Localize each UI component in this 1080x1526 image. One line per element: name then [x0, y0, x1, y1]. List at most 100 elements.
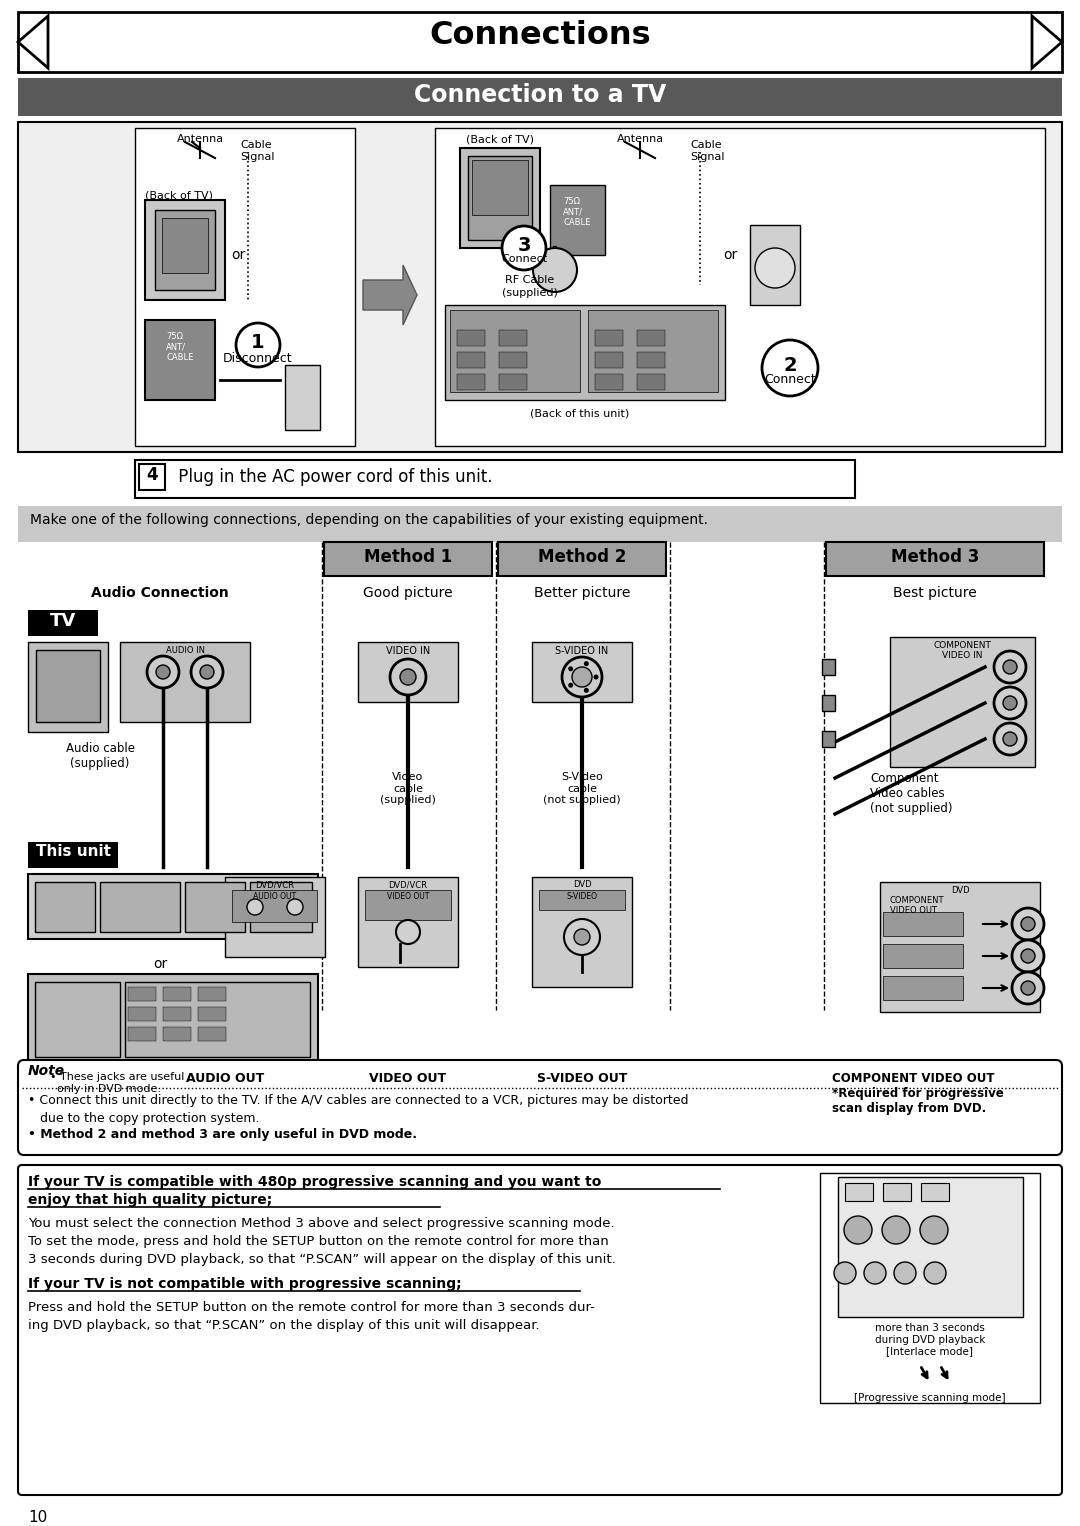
- Bar: [129, 987, 156, 1001]
- Circle shape: [502, 226, 546, 270]
- Circle shape: [864, 1262, 886, 1283]
- Text: Make one of the following connections, depending on the capabilities of your exi: Make one of the following connections, d…: [30, 513, 708, 526]
- Bar: [18, 78, 1062, 116]
- Bar: [890, 636, 1035, 768]
- Bar: [162, 218, 208, 273]
- Text: AUDIO IN: AUDIO IN: [165, 645, 204, 655]
- Text: Method 3: Method 3: [891, 548, 980, 566]
- Text: 3: 3: [517, 237, 530, 255]
- Circle shape: [834, 1262, 856, 1283]
- Bar: [198, 987, 226, 1001]
- Text: or: or: [231, 249, 245, 262]
- Bar: [249, 882, 312, 932]
- Circle shape: [247, 899, 264, 916]
- Text: DVD: DVD: [950, 887, 970, 896]
- Bar: [129, 1007, 156, 1021]
- Polygon shape: [1032, 15, 1062, 69]
- Bar: [880, 882, 1040, 1012]
- Text: ing DVD playback, so that “P.SCAN” on the display of this unit will disappear.: ing DVD playback, so that “P.SCAN” on th…: [28, 1318, 540, 1332]
- Text: Good picture: Good picture: [363, 586, 453, 600]
- Bar: [28, 974, 318, 1064]
- Text: Press and hold the SETUP button on the remote control for more than 3 seconds du: Press and hold the SETUP button on the r…: [28, 1302, 595, 1314]
- Circle shape: [1021, 949, 1035, 963]
- Bar: [36, 650, 100, 722]
- Bar: [532, 877, 632, 987]
- Circle shape: [390, 659, 426, 694]
- Text: RF Cable: RF Cable: [505, 275, 555, 285]
- Text: Note: Note: [28, 1064, 65, 1077]
- Text: Component
Video cables
(not supplied): Component Video cables (not supplied): [870, 772, 953, 815]
- Circle shape: [755, 249, 795, 288]
- Text: To set the mode, press and hold the SETUP button on the remote control for more : To set the mode, press and hold the SETU…: [28, 1235, 609, 1248]
- Circle shape: [573, 929, 590, 945]
- Bar: [28, 610, 98, 636]
- Text: This unit: This unit: [36, 844, 110, 859]
- Bar: [539, 890, 625, 909]
- Bar: [588, 310, 718, 392]
- Circle shape: [564, 919, 600, 955]
- Bar: [163, 1007, 191, 1021]
- Bar: [498, 542, 666, 575]
- Bar: [28, 842, 118, 868]
- Bar: [457, 330, 485, 346]
- Bar: [468, 156, 532, 240]
- Bar: [499, 353, 527, 368]
- Circle shape: [237, 324, 280, 366]
- Text: Cable
Signal: Cable Signal: [690, 140, 725, 162]
- Bar: [460, 148, 540, 249]
- Bar: [28, 642, 108, 732]
- Text: Connections: Connections: [429, 20, 651, 50]
- Bar: [457, 374, 485, 391]
- Circle shape: [156, 665, 170, 679]
- Circle shape: [396, 920, 420, 945]
- Bar: [595, 374, 623, 391]
- Text: or: or: [153, 957, 167, 971]
- Text: Connect: Connect: [765, 372, 815, 386]
- Bar: [822, 694, 835, 711]
- Text: TV: TV: [50, 612, 76, 630]
- Bar: [750, 224, 800, 305]
- Text: Antenna: Antenna: [176, 134, 224, 143]
- Bar: [120, 642, 249, 722]
- Bar: [472, 160, 528, 215]
- Text: (Back of TV): (Back of TV): [465, 134, 534, 143]
- Text: VIDEO OUT: VIDEO OUT: [369, 1071, 446, 1085]
- Bar: [18, 122, 1062, 452]
- Circle shape: [924, 1262, 946, 1283]
- Circle shape: [1003, 661, 1017, 674]
- Bar: [18, 507, 1062, 542]
- Bar: [357, 642, 458, 702]
- Bar: [225, 877, 325, 957]
- Circle shape: [572, 667, 592, 687]
- Text: 75Ω
ANT/
CABLE: 75Ω ANT/ CABLE: [564, 197, 591, 227]
- Circle shape: [920, 1216, 948, 1244]
- Text: AUDIO OUT: AUDIO OUT: [186, 1071, 265, 1085]
- Bar: [457, 353, 485, 368]
- Text: COMPONENT
VIDEO IN: COMPONENT VIDEO IN: [933, 641, 991, 661]
- Text: due to the copy protection system.: due to the copy protection system.: [28, 1112, 259, 1125]
- Bar: [198, 1027, 226, 1041]
- Circle shape: [882, 1216, 910, 1244]
- Text: or: or: [723, 249, 738, 262]
- Bar: [637, 374, 665, 391]
- Circle shape: [562, 658, 602, 697]
- Text: Method 2: Method 2: [538, 548, 626, 566]
- Circle shape: [568, 667, 573, 671]
- Circle shape: [147, 656, 179, 688]
- Bar: [100, 882, 180, 932]
- Text: You must select the connection Method 3 above and select progressive scanning mo: You must select the connection Method 3 …: [28, 1218, 615, 1230]
- Bar: [156, 211, 215, 290]
- Bar: [198, 1007, 226, 1021]
- Text: Video
cable
(supplied): Video cable (supplied): [380, 772, 436, 806]
- Text: Connection to a TV: Connection to a TV: [414, 82, 666, 107]
- Text: (supplied): (supplied): [502, 288, 558, 298]
- Bar: [883, 945, 963, 967]
- Bar: [135, 128, 355, 446]
- Text: S-VIDEO OUT: S-VIDEO OUT: [537, 1071, 627, 1085]
- Polygon shape: [363, 266, 417, 325]
- Circle shape: [191, 656, 222, 688]
- Bar: [435, 128, 1045, 446]
- Bar: [637, 330, 665, 346]
- Bar: [324, 542, 492, 575]
- Bar: [595, 330, 623, 346]
